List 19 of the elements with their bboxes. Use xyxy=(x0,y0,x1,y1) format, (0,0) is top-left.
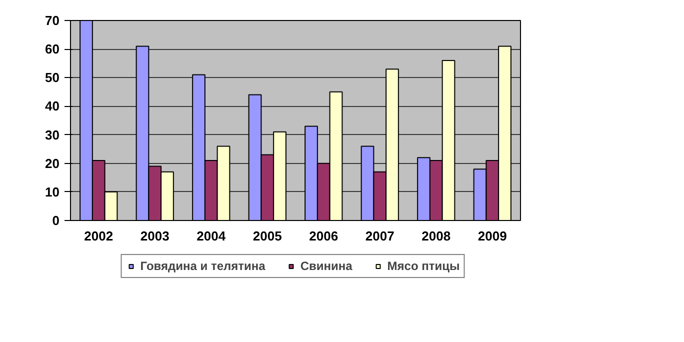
x-tick-label: 2008 xyxy=(422,228,451,244)
y-tick-label: 20 xyxy=(45,156,60,171)
y-tick-label: 40 xyxy=(45,98,60,114)
legend-label: Говядина и телятина xyxy=(140,258,266,272)
y-tick-label: 0 xyxy=(52,213,60,228)
x-tick-label: 2002 xyxy=(84,228,114,244)
y-tick-label: 70 xyxy=(45,13,60,28)
legend-label: Мясо птицы xyxy=(387,258,460,272)
x-tick-label: 2004 xyxy=(196,228,226,244)
x-tick-label: 2007 xyxy=(365,228,394,244)
y-tick-label: 10 xyxy=(45,184,60,200)
x-tick-label: 2006 xyxy=(309,228,338,244)
y-tick-label: 60 xyxy=(45,42,60,57)
x-tick-label: 2003 xyxy=(140,228,170,244)
x-tick-label: 2005 xyxy=(252,228,282,244)
y-tick-label: 30 xyxy=(45,127,60,142)
y-tick-label: 50 xyxy=(45,70,60,86)
legend-label: Свинина xyxy=(300,258,352,272)
x-tick-label: 2009 xyxy=(478,228,507,244)
